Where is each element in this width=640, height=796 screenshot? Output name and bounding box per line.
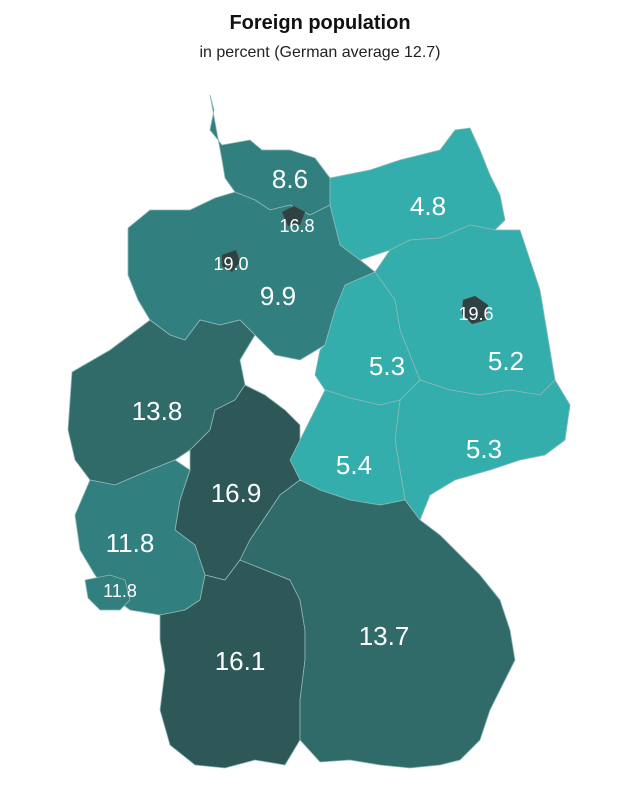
label-hesse: 16.9 <box>211 478 262 508</box>
label-saarland: 11.8 <box>103 581 137 601</box>
label-lower-saxony: 9.9 <box>260 281 296 311</box>
label-thuringia: 5.4 <box>336 450 372 480</box>
label-berlin: 19.6 <box>458 304 493 324</box>
label-bremen: 19.0 <box>213 254 248 274</box>
label-hamburg: 16.8 <box>279 216 314 236</box>
region-bavaria[interactable] <box>239 479 516 769</box>
label-schleswig-holstein: 8.6 <box>272 164 308 194</box>
label-bavaria: 13.7 <box>359 621 410 651</box>
label-saxony-anhalt: 5.3 <box>369 351 405 381</box>
label-mecklenburg: 4.8 <box>410 191 446 221</box>
label-nrw: 13.8 <box>132 396 183 426</box>
label-brandenburg: 5.2 <box>488 346 524 376</box>
region-saarland[interactable] <box>84 574 131 611</box>
label-rhineland-palatinate: 11.8 <box>106 528 155 558</box>
label-baden-wuerttemberg: 16.1 <box>215 646 266 676</box>
label-saxony: 5.3 <box>466 434 502 464</box>
map-title: Foreign population <box>229 12 411 34</box>
map-subtitle: in percent (German average 12.7) <box>199 44 441 61</box>
region-berlin[interactable] <box>461 295 489 325</box>
region-hamburg[interactable] <box>281 205 306 227</box>
region-bremen[interactable] <box>221 249 241 273</box>
